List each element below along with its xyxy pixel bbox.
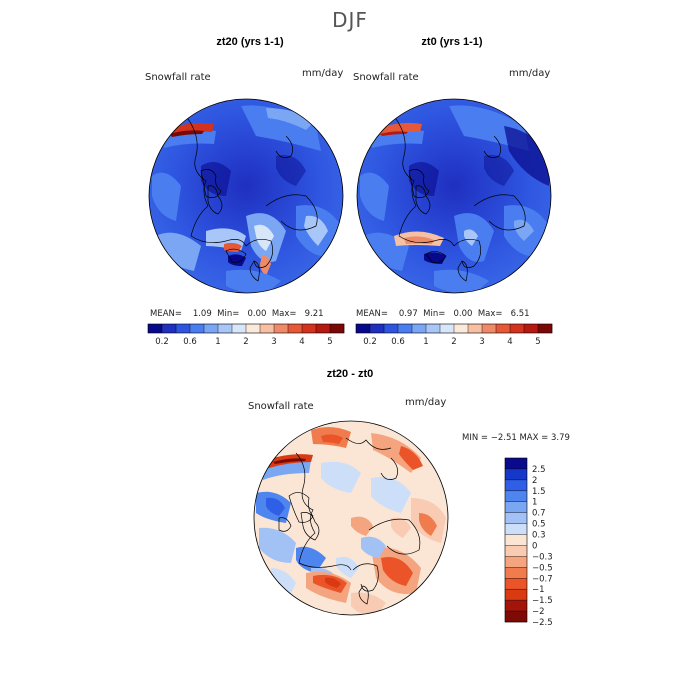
diff-colorbar-label: 0 xyxy=(532,541,537,551)
colorbar-left-tick-label: 1 xyxy=(215,337,220,347)
colorbar-left-tick-label: 2 xyxy=(243,337,248,347)
diff-colorbar-swatch-12 xyxy=(505,589,527,601)
colorbar-right-swatch-12 xyxy=(524,324,539,333)
diff-title: zt20 - zt0 xyxy=(326,368,374,380)
colorbar-left-swatch-12 xyxy=(316,324,331,333)
colorbar-right-swatch-1 xyxy=(370,324,385,333)
colorbar-left-swatch-0 xyxy=(148,324,163,333)
polar-map-diff xyxy=(253,420,449,616)
panel-title-right: zt0 (yrs 1-1) xyxy=(421,36,483,48)
colorbar-right-tick-label: 4 xyxy=(507,337,512,347)
colorbar-right-tick-label: 1 xyxy=(423,337,428,347)
diff-colorbar-swatch-6 xyxy=(505,523,527,535)
colorbar-right-tick-label: 5 xyxy=(535,337,540,347)
diff-colorbar-label: −0.3 xyxy=(532,552,553,562)
colorbar-right-swatch-4 xyxy=(412,324,427,333)
diff-colorbar-swatch-3 xyxy=(505,490,527,502)
diff-colorbar-swatch-1 xyxy=(505,468,527,481)
colorbar-left-tick-label: 4 xyxy=(299,337,304,347)
colorbar-right-swatch-13 xyxy=(538,324,553,333)
colorbar-left-swatch-2 xyxy=(176,324,191,333)
colorbar-left-swatch-11 xyxy=(302,324,317,333)
diff-range: MIN = −2.51 MAX = 3.79 xyxy=(462,433,570,443)
colorbar-right-swatch-11 xyxy=(510,324,525,333)
colorbar-right-tick-label: 0.6 xyxy=(391,337,405,347)
diff-colorbar-swatch-13 xyxy=(505,600,527,612)
diff-colorbar-label: −2.5 xyxy=(532,618,553,625)
diff-colorbar-label: −1.5 xyxy=(532,596,553,606)
units-label-left: mm/day xyxy=(302,68,344,79)
diff-colorbar-label: 1 xyxy=(532,498,537,508)
colorbar-right-swatch-10 xyxy=(496,324,511,333)
diff-colorbar-label: −0.7 xyxy=(532,574,553,584)
diff-colorbar-swatch-0 xyxy=(505,458,527,470)
panel-title-left: zt20 (yrs 1-1) xyxy=(216,36,284,48)
colorbar-left-tick-label: 0.6 xyxy=(183,337,197,347)
colorbar-diff: 2.521.510.70.50.30−0.3−0.5−0.7−1−1.5−2−2… xyxy=(504,457,553,625)
diff-colorbar-label: 0.3 xyxy=(532,531,546,541)
colorbar-left-tick-label: 5 xyxy=(327,337,332,347)
diff-colorbar-swatch-5 xyxy=(505,512,527,524)
polar-map-left xyxy=(148,98,344,294)
colorbar-right: 0.20.6123456 xyxy=(355,323,553,347)
colorbar-right-swatch-8 xyxy=(468,324,483,333)
colorbar-right-tick-label: 2 xyxy=(451,337,456,347)
diff-colorbar-swatch-8 xyxy=(505,545,527,557)
variable-label-left: Snowfall rate xyxy=(145,72,211,83)
stats-left: MEAN= 1.09 Min= 0.00 Max= 9.21 xyxy=(150,309,324,319)
colorbar-right-tick-label: 0.2 xyxy=(363,337,377,347)
diff-colorbar-swatch-9 xyxy=(505,556,527,568)
diff-variable-label: Snowfall rate xyxy=(248,401,314,412)
colorbar-left-swatch-9 xyxy=(274,324,289,333)
colorbar-left-swatch-7 xyxy=(246,324,261,333)
colorbar-left-swatch-1 xyxy=(162,324,177,333)
colorbar-left-swatch-8 xyxy=(260,324,275,333)
colorbar-left-tick-label: 3 xyxy=(271,337,276,347)
colorbar-left-swatch-10 xyxy=(288,324,303,333)
colorbar-right-swatch-0 xyxy=(356,324,371,333)
colorbar-left-swatch-3 xyxy=(190,324,205,333)
colorbar-right-swatch-5 xyxy=(426,324,441,333)
stats-right: MEAN= 0.97 Min= 0.00 Max= 6.51 xyxy=(356,309,530,319)
polar-map-right xyxy=(356,98,552,294)
diff-colorbar-label: 2.5 xyxy=(532,465,546,475)
season-title: DJF xyxy=(332,8,368,32)
diff-colorbar-swatch-11 xyxy=(505,578,527,590)
diff-colorbar-swatch-14 xyxy=(505,611,527,623)
colorbar-left-tick-label: 0.2 xyxy=(155,337,169,347)
units-label-right: mm/day xyxy=(509,68,551,79)
colorbar-right-swatch-3 xyxy=(398,324,413,333)
diff-colorbar-label: −1 xyxy=(532,585,545,595)
variable-label-right: Snowfall rate xyxy=(353,72,419,83)
diff-colorbar-swatch-2 xyxy=(505,479,527,491)
colorbar-left-swatch-5 xyxy=(218,324,233,333)
diff-colorbar-label: 1.5 xyxy=(532,487,546,497)
diff-colorbar-label: 2 xyxy=(532,476,537,486)
colorbar-left-swatch-13 xyxy=(330,324,345,333)
colorbar-left: 0.20.6123456 xyxy=(147,323,345,347)
colorbar-right-tick-label: 3 xyxy=(479,337,484,347)
diff-units-label: mm/day xyxy=(405,397,447,408)
diff-colorbar-label: 0.5 xyxy=(532,520,546,530)
diff-colorbar-label: −2 xyxy=(532,607,545,617)
diff-colorbar-swatch-4 xyxy=(505,501,527,513)
colorbar-left-swatch-4 xyxy=(204,324,219,333)
diff-colorbar-swatch-10 xyxy=(505,567,527,579)
diff-colorbar-label: 0.7 xyxy=(532,509,546,519)
diff-colorbar-label: −0.5 xyxy=(532,563,553,573)
colorbar-left-swatch-6 xyxy=(232,324,247,333)
diff-colorbar-swatch-7 xyxy=(505,534,527,546)
colorbar-right-swatch-9 xyxy=(482,324,497,333)
colorbar-right-swatch-2 xyxy=(384,324,399,333)
colorbar-right-swatch-7 xyxy=(454,324,469,333)
colorbar-right-swatch-6 xyxy=(440,324,455,333)
